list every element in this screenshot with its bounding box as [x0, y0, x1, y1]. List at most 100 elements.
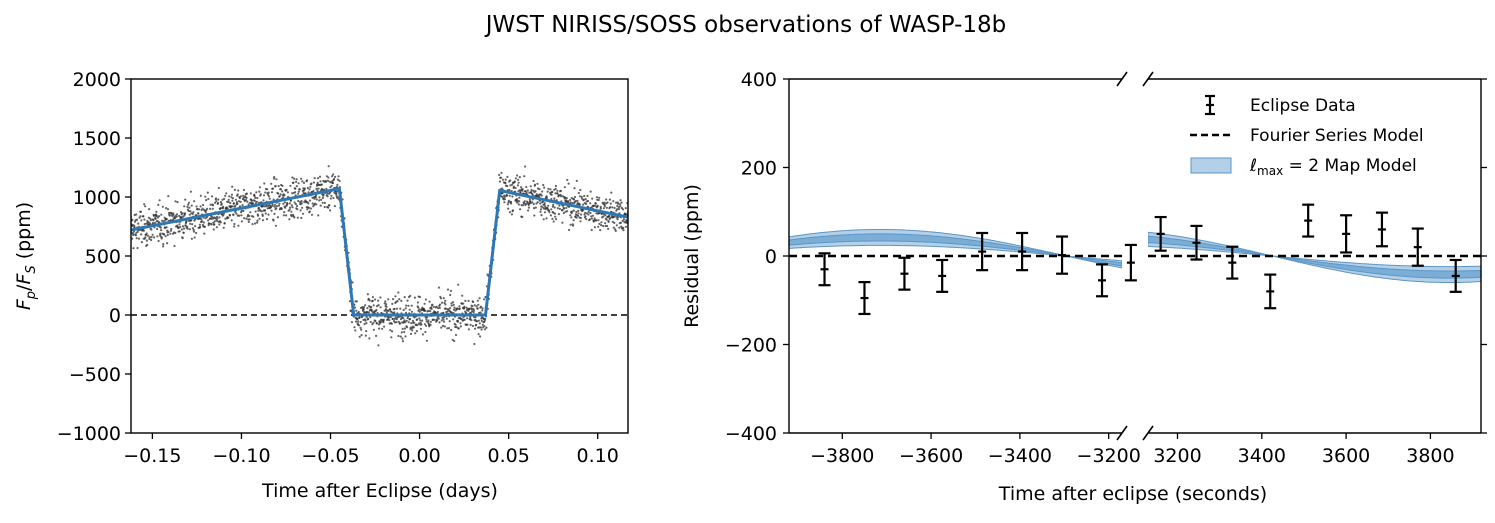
flux-point — [542, 183, 545, 187]
flux-point — [206, 207, 209, 210]
flux-point — [166, 208, 170, 211]
flux-point — [604, 214, 607, 217]
axis-break-mark — [1142, 71, 1154, 87]
flux-point — [431, 303, 434, 306]
map-model-inner-band — [789, 233, 1122, 267]
flux-point — [282, 196, 285, 199]
eclipse-data-errorbars — [818, 203, 1462, 316]
flux-point — [186, 225, 189, 228]
flux-point — [550, 208, 553, 211]
flux-point — [613, 206, 616, 210]
flux-point — [465, 306, 468, 309]
y-tick-label: −1000 — [57, 423, 121, 445]
flux-point — [194, 225, 197, 228]
flux-point — [485, 326, 488, 329]
flux-point — [518, 176, 521, 179]
flux-point — [391, 302, 394, 305]
flux-point — [390, 310, 393, 314]
flux-point — [318, 175, 322, 178]
flux-point — [508, 194, 511, 197]
flux-point — [253, 195, 256, 198]
flux-point — [606, 201, 609, 204]
flux-point — [597, 219, 600, 222]
flux-point — [605, 218, 608, 221]
flux-point — [399, 318, 403, 321]
flux-point — [173, 217, 177, 220]
flux-point — [143, 223, 146, 226]
flux-point — [458, 307, 461, 310]
flux-point — [317, 187, 320, 190]
right-y-axis-label: Residual (ppm) — [681, 184, 703, 328]
flux-point — [325, 175, 328, 178]
flux-point — [531, 194, 535, 197]
flux-point — [181, 225, 185, 228]
flux-point — [466, 317, 469, 320]
flux-point — [236, 202, 239, 206]
flux-point — [236, 193, 239, 196]
flux-point — [270, 191, 274, 194]
flux-point — [190, 204, 193, 207]
x-tick-label: −3600 — [899, 445, 963, 467]
flux-point — [362, 306, 366, 309]
flux-point — [155, 210, 158, 213]
flux-point — [146, 219, 149, 222]
flux-point — [425, 339, 428, 342]
flux-point — [481, 309, 484, 312]
flux-point — [409, 294, 412, 297]
flux-point — [137, 222, 140, 225]
flux-point — [233, 222, 236, 226]
flux-point — [447, 327, 451, 330]
flux-point — [178, 223, 181, 226]
flux-point — [279, 193, 282, 196]
flux-point — [589, 202, 592, 205]
flux-point — [501, 195, 504, 198]
y-tick-label: 1000 — [73, 187, 121, 209]
flux-point — [440, 319, 443, 322]
legend-eclipse-data-symbol — [1205, 94, 1215, 116]
flux-point — [139, 215, 142, 218]
flux-point — [355, 309, 358, 312]
flux-point — [335, 185, 338, 189]
flux-point — [354, 320, 358, 323]
flux-point — [540, 214, 543, 217]
eclipse-data-point — [1340, 214, 1353, 254]
flux-point — [549, 214, 553, 217]
flux-point — [132, 247, 135, 250]
flux-point — [395, 321, 398, 324]
flux-point — [573, 196, 577, 199]
flux-point — [176, 201, 179, 204]
flux-point — [237, 224, 240, 227]
left-x-ticks: −0.15 −0.10 −0.05 0.00 0.05 0.10 — [123, 433, 619, 467]
flux-point — [144, 205, 147, 208]
flux-point — [578, 203, 581, 206]
flux-point — [227, 198, 230, 201]
flux-point — [591, 214, 595, 217]
flux-point — [324, 180, 327, 183]
flux-point — [232, 213, 235, 216]
flux-point — [411, 319, 414, 322]
flux-point — [160, 213, 163, 216]
flux-point — [367, 297, 370, 300]
flux-point — [372, 328, 375, 331]
flux-point — [425, 318, 428, 321]
flux-point — [319, 204, 322, 207]
flux-point — [216, 201, 220, 205]
flux-point — [181, 237, 184, 240]
flux-point — [619, 199, 622, 202]
flux-point — [541, 190, 544, 193]
flux-point — [313, 197, 316, 200]
flux-point — [213, 220, 216, 223]
flux-point — [412, 326, 415, 329]
flux-point — [288, 202, 291, 205]
flux-point — [560, 195, 563, 198]
flux-point — [471, 305, 474, 308]
flux-point — [536, 182, 539, 185]
flux-point — [223, 197, 226, 200]
legend: Eclipse Data Fourier Series Model ℓmax =… — [1190, 94, 1424, 178]
flux-point — [409, 332, 413, 335]
flux-point — [453, 306, 456, 309]
flux-point — [204, 195, 207, 198]
flux-point — [462, 302, 465, 305]
flux-point — [296, 208, 299, 211]
